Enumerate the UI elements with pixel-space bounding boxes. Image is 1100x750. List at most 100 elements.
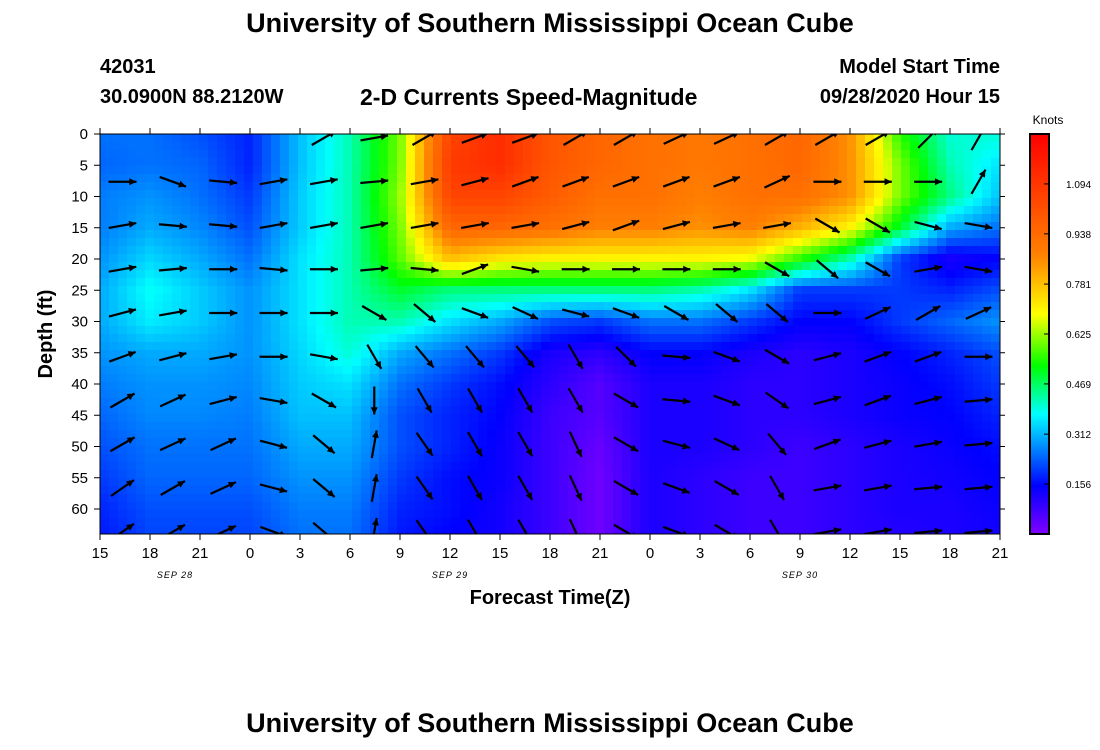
- heat-cell: [190, 358, 200, 367]
- heat-cell: [838, 214, 848, 223]
- heat-cell: [865, 438, 875, 447]
- heat-cell: [577, 294, 587, 303]
- heat-cell: [199, 462, 209, 471]
- heat-cell: [487, 342, 497, 351]
- heat-cell: [433, 150, 443, 159]
- heat-cell: [631, 334, 641, 343]
- heat-cell: [127, 518, 137, 527]
- heat-cell: [937, 462, 947, 471]
- heat-cell: [505, 326, 515, 335]
- heat-cell: [550, 430, 560, 439]
- heat-cell: [667, 190, 677, 199]
- heat-cell: [604, 526, 614, 534]
- heat-cell: [685, 134, 695, 143]
- heat-cell: [577, 334, 587, 343]
- heat-cell: [802, 422, 812, 431]
- heat-cell: [244, 142, 254, 151]
- heat-cell: [676, 526, 686, 534]
- heat-cell: [226, 518, 236, 527]
- heat-cell: [784, 326, 794, 335]
- heat-cell: [568, 502, 578, 511]
- heat-cell: [451, 182, 461, 191]
- heat-cell: [856, 310, 866, 319]
- heat-cell: [406, 422, 416, 431]
- heat-cell: [793, 446, 803, 455]
- station-coordinates: 30.0900N 88.2120W: [100, 86, 284, 108]
- heat-cell: [604, 454, 614, 463]
- heat-cell: [631, 390, 641, 399]
- heat-cell: [478, 198, 488, 207]
- heat-cell: [928, 142, 938, 151]
- heat-cell: [334, 406, 344, 415]
- heat-cell: [451, 198, 461, 207]
- heat-cell: [109, 454, 119, 463]
- heat-cell: [262, 414, 272, 423]
- heat-cell: [325, 430, 335, 439]
- heat-cell: [973, 286, 983, 295]
- heat-cell: [379, 294, 389, 303]
- heat-cell: [199, 230, 209, 239]
- heat-cell: [559, 166, 569, 175]
- heat-cell: [568, 318, 578, 327]
- heat-cell: [163, 262, 173, 271]
- heat-cell: [811, 150, 821, 159]
- heat-cell: [910, 366, 920, 375]
- heat-cell: [721, 326, 731, 335]
- heat-cell: [703, 286, 713, 295]
- heat-cell: [271, 294, 281, 303]
- heat-cell: [820, 518, 830, 527]
- heat-cell: [469, 206, 479, 215]
- heat-cell: [415, 294, 425, 303]
- heat-cell: [829, 398, 839, 407]
- heat-cell: [937, 190, 947, 199]
- heat-cell: [685, 254, 695, 263]
- heat-cell: [730, 302, 740, 311]
- heat-cell: [604, 286, 614, 295]
- heat-cell: [487, 398, 497, 407]
- heat-cell: [838, 166, 848, 175]
- heat-cell: [820, 302, 830, 311]
- heat-cell: [199, 438, 209, 447]
- heat-cell: [892, 166, 902, 175]
- heat-cell: [406, 310, 416, 319]
- heat-cell: [676, 262, 686, 271]
- heat-cell: [406, 518, 416, 527]
- heat-cell: [712, 446, 722, 455]
- heat-cell: [721, 414, 731, 423]
- heat-cell: [154, 446, 164, 455]
- heat-cell: [703, 190, 713, 199]
- heat-cell: [622, 254, 632, 263]
- heat-cell: [343, 166, 353, 175]
- heat-cell: [217, 246, 227, 255]
- heat-cell: [550, 510, 560, 519]
- heat-cell: [649, 422, 659, 431]
- heat-cell: [991, 182, 1000, 191]
- heat-cell: [307, 278, 317, 287]
- heat-cell: [541, 174, 551, 183]
- heat-cell: [262, 454, 272, 463]
- heat-cell: [946, 142, 956, 151]
- heat-cell: [361, 390, 371, 399]
- heat-cell: [361, 158, 371, 167]
- heat-cell: [100, 462, 110, 471]
- heat-cell: [973, 414, 983, 423]
- heat-cell: [739, 510, 749, 519]
- heat-cell: [982, 206, 992, 215]
- heat-cell: [235, 214, 245, 223]
- heat-cell: [190, 134, 200, 143]
- heat-cell: [613, 246, 623, 255]
- heat-cell: [271, 302, 281, 311]
- heat-cell: [640, 158, 650, 167]
- heat-cell: [559, 238, 569, 247]
- heat-cell: [316, 326, 326, 335]
- heat-cell: [289, 334, 299, 343]
- heat-cell: [505, 358, 515, 367]
- heat-cell: [604, 334, 614, 343]
- heat-cell: [397, 526, 407, 534]
- heat-cell: [883, 166, 893, 175]
- heat-cell: [244, 374, 254, 383]
- heat-cell: [190, 486, 200, 495]
- heat-cell: [802, 334, 812, 343]
- heat-cell: [604, 478, 614, 487]
- heat-cell: [307, 262, 317, 271]
